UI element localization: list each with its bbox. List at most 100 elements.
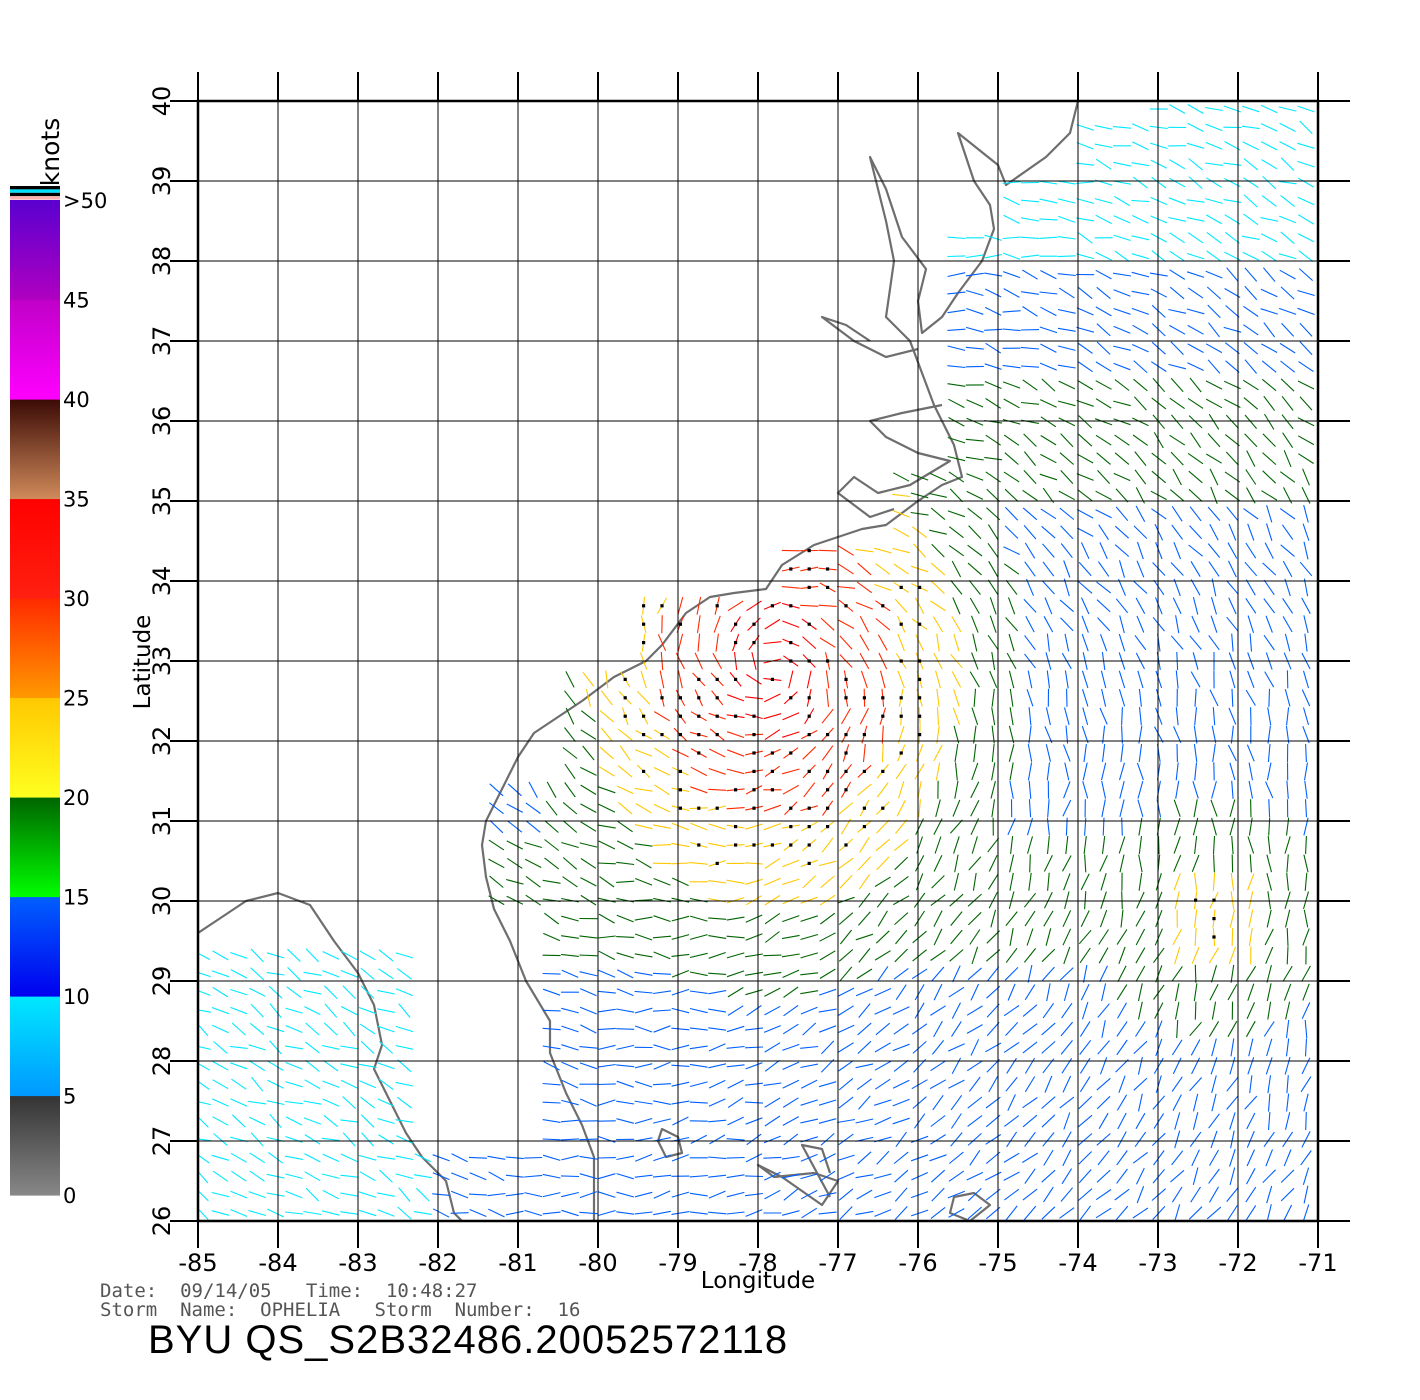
wind-vector bbox=[634, 749, 653, 757]
wind-vector bbox=[1241, 125, 1260, 130]
wind-vector bbox=[984, 328, 1003, 331]
wind-vector bbox=[930, 1206, 946, 1220]
wind-vector bbox=[305, 1022, 320, 1036]
wind-vector bbox=[911, 1079, 928, 1090]
wind-vector bbox=[1084, 891, 1087, 910]
wind-vector bbox=[930, 894, 946, 907]
wind-vector bbox=[1041, 1022, 1056, 1036]
wind-vector bbox=[1084, 854, 1087, 873]
wind-vector bbox=[763, 1135, 782, 1144]
legend-color-band bbox=[10, 498, 60, 599]
wind-vector bbox=[1155, 1020, 1163, 1038]
wind-vector bbox=[1284, 1056, 1291, 1075]
wind-vector bbox=[1100, 762, 1107, 781]
wind-vector bbox=[875, 930, 890, 944]
wind-vector bbox=[856, 1078, 872, 1091]
wind-vector bbox=[1150, 288, 1168, 298]
wind-vector bbox=[839, 874, 853, 889]
wind-vector bbox=[616, 1008, 635, 1013]
wind-vector bbox=[910, 511, 929, 516]
wind-vector bbox=[1210, 597, 1218, 615]
wind-vector bbox=[598, 803, 616, 813]
wind-vector bbox=[616, 1118, 635, 1124]
wind-vector bbox=[1297, 142, 1315, 149]
wind-vector bbox=[249, 1022, 265, 1036]
rain-flag-marker bbox=[789, 825, 793, 829]
wind-vector bbox=[1095, 269, 1112, 280]
rain-flag-marker bbox=[697, 843, 701, 847]
wind-vector bbox=[726, 1025, 745, 1033]
wind-vector bbox=[697, 633, 701, 652]
wind-vector bbox=[1041, 1096, 1056, 1109]
wind-vector bbox=[1152, 1095, 1166, 1110]
wind-vector bbox=[377, 1098, 395, 1107]
wind-vector bbox=[1057, 345, 1076, 351]
wind-vector bbox=[653, 877, 671, 886]
wind-vector bbox=[1020, 365, 1040, 368]
wind-vector bbox=[1170, 562, 1184, 576]
wind-vector bbox=[1172, 928, 1182, 946]
wind-vector bbox=[562, 857, 578, 870]
wind-vector bbox=[984, 234, 1002, 241]
wind-vector bbox=[893, 527, 910, 538]
wind-vector bbox=[652, 935, 672, 939]
wind-vector bbox=[1245, 1205, 1257, 1221]
wind-vector bbox=[1244, 414, 1258, 429]
wind-vector bbox=[1131, 235, 1150, 241]
wind-vector bbox=[874, 1099, 892, 1106]
wind-vector bbox=[1246, 1168, 1256, 1185]
wind-vector bbox=[930, 949, 946, 961]
wind-vector bbox=[1207, 433, 1221, 448]
wind-vector bbox=[893, 1059, 909, 1072]
wind-vector bbox=[782, 859, 800, 868]
wind-vector bbox=[579, 1138, 598, 1141]
wind-vector bbox=[690, 766, 708, 777]
wind-vector bbox=[838, 1096, 854, 1109]
wind-vector bbox=[1248, 909, 1254, 928]
wind-vector bbox=[677, 596, 684, 615]
wind-vector bbox=[987, 966, 1000, 982]
wind-vector bbox=[1136, 1167, 1145, 1185]
legend-color-band bbox=[10, 299, 60, 400]
wind-vector bbox=[913, 1113, 926, 1129]
wind-vector bbox=[1304, 780, 1308, 799]
wind-vector bbox=[1265, 781, 1274, 799]
wind-vector bbox=[1118, 946, 1126, 964]
wind-vector-field bbox=[198, 104, 1315, 1221]
wind-vector bbox=[1028, 799, 1032, 818]
wind-vector bbox=[931, 966, 945, 981]
wind-vector bbox=[1297, 417, 1315, 427]
wind-vector bbox=[562, 801, 578, 815]
wind-vector bbox=[360, 967, 375, 981]
wind-vector bbox=[1080, 910, 1090, 927]
wind-vector bbox=[1172, 1057, 1182, 1075]
wind-vector bbox=[1302, 928, 1310, 946]
wind-vector bbox=[984, 456, 1003, 461]
wind-vector bbox=[1205, 214, 1223, 225]
wind-vector bbox=[525, 894, 542, 906]
wind-vector bbox=[1081, 670, 1089, 689]
wind-vector bbox=[597, 1008, 616, 1013]
longitude-tick-label: -75 bbox=[978, 1249, 1017, 1277]
wind-vector bbox=[1267, 1093, 1271, 1112]
wind-vector bbox=[1266, 505, 1273, 523]
wind-vector bbox=[1227, 1205, 1238, 1221]
wind-vector bbox=[1226, 506, 1239, 522]
wind-vector bbox=[377, 1192, 395, 1197]
wind-vector bbox=[305, 1059, 320, 1072]
wind-vector bbox=[231, 1078, 247, 1090]
wind-vector bbox=[230, 1152, 247, 1163]
wind-vector bbox=[875, 1022, 891, 1036]
wind-vector bbox=[636, 690, 651, 705]
wind-vector bbox=[1028, 780, 1032, 799]
wind-vector bbox=[413, 1174, 432, 1179]
wind-vector bbox=[671, 897, 690, 903]
wind-vector bbox=[1096, 1169, 1111, 1183]
rain-flag-marker bbox=[1212, 898, 1216, 902]
wind-vector bbox=[1208, 1113, 1220, 1129]
wind-vector bbox=[1280, 360, 1296, 373]
wind-vector bbox=[1266, 1185, 1273, 1204]
wind-vector bbox=[929, 492, 947, 498]
wind-vector bbox=[1172, 1094, 1182, 1111]
wind-vector bbox=[579, 1046, 598, 1049]
